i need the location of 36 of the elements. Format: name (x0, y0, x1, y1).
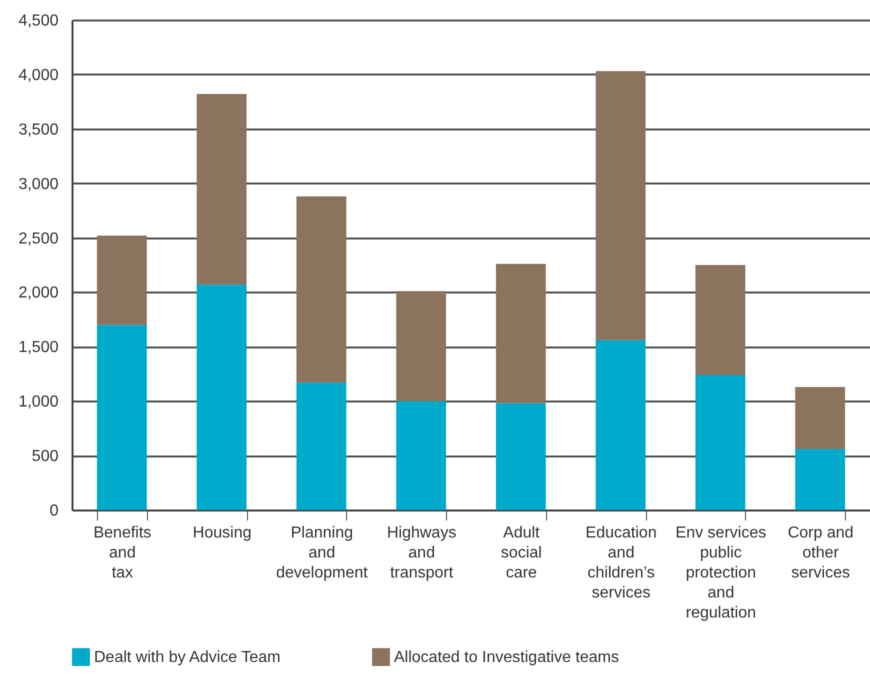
legend-label: Allocated to Investigative teams (394, 649, 620, 666)
x-tick-label: Env services public protection and regulation (676, 524, 766, 622)
x-tick-label: Adult social care (500, 524, 542, 582)
y-tick-label: 2,500 (18, 230, 59, 248)
bar (795, 386, 846, 450)
bar (396, 291, 446, 402)
bar (296, 196, 346, 383)
y-tick-label: 3,000 (18, 176, 59, 193)
bar (96, 236, 147, 325)
bar (596, 71, 646, 340)
x-tick-label: Education and children’s services (586, 524, 657, 602)
x-tick-label: Corp and other services (788, 524, 854, 582)
x-tick-label: Benefits and tax (93, 524, 152, 582)
bar (695, 374, 746, 510)
y-tick-label: 2,000 (18, 284, 59, 302)
y-tick-label: 4,000 (18, 66, 59, 84)
x-tick-label: Highways and transport (386, 524, 456, 582)
bar (795, 449, 846, 510)
bar (196, 284, 247, 510)
y-tick-label: 1,000 (18, 394, 59, 411)
bar (196, 94, 247, 285)
bar (496, 264, 546, 404)
y-tick-label: 4,500 (18, 12, 59, 30)
y-tick-label: 3,500 (18, 121, 59, 138)
bar (496, 403, 546, 510)
bar (96, 324, 147, 510)
legend-label: Dealt with by Advice Team (94, 649, 280, 666)
bar (695, 265, 746, 375)
y-tick-label: 1,500 (18, 339, 59, 356)
bar (296, 382, 346, 510)
bar (396, 401, 446, 510)
x-tick-label: Planning and development (276, 524, 368, 582)
bar (596, 340, 646, 510)
x-tick-label: Housing (192, 524, 252, 542)
y-tick-label: 0 (50, 502, 59, 520)
y-tick-label: 500 (32, 448, 59, 466)
